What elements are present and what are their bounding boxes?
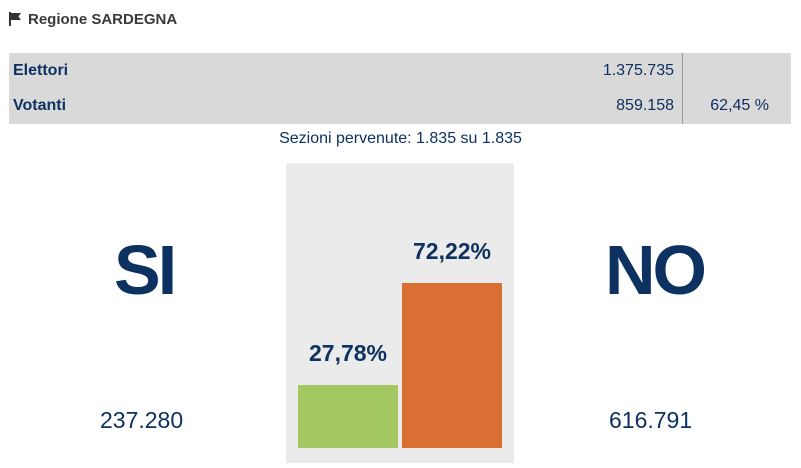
stats-divider: [682, 53, 683, 124]
votanti-value: 859.158: [616, 97, 674, 114]
bar-label-no: 72,22%: [412, 238, 491, 264]
stats-table: Elettori 1.375.735 Votanti 859.158 62,45…: [9, 53, 791, 124]
bar-si: [298, 385, 398, 448]
no-count: 616.791: [609, 407, 693, 433]
stats-row-votanti: Votanti 859.158 62,45 %: [9, 88, 791, 123]
bar-no: [402, 283, 502, 448]
votanti-percent: 62,45 %: [710, 97, 769, 114]
region-header: Regione SARDEGNA: [8, 8, 177, 30]
si-count: 237.280: [100, 407, 184, 433]
sezioni-pervenute: Sezioni pervenute: 1.835 su 1.835: [279, 130, 522, 147]
elettori-value: 1.375.735: [602, 62, 674, 79]
flag-icon: [9, 12, 21, 26]
region-title: Regione SARDEGNA: [28, 10, 178, 28]
si-label: SI: [114, 231, 177, 309]
stats-row-elettori: Elettori 1.375.735: [9, 53, 791, 88]
bar-label-si: 27,78%: [308, 340, 387, 366]
elettori-label: Elettori: [13, 62, 69, 79]
no-label: NO: [605, 231, 707, 309]
votanti-label: Votanti: [13, 97, 67, 114]
